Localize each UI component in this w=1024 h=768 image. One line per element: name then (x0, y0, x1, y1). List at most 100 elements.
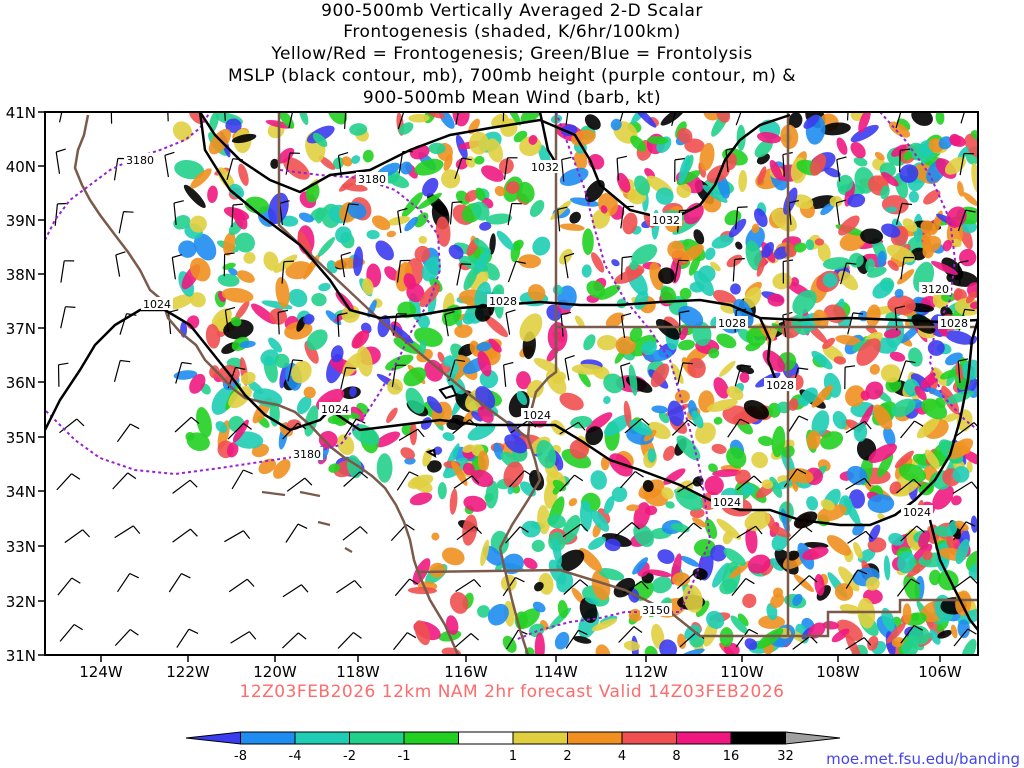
shading-cell (704, 475, 724, 496)
shading-cell (950, 624, 958, 639)
wind-barb (288, 112, 294, 129)
wind-barb (676, 573, 702, 590)
shading-cell (332, 157, 345, 170)
credit-link[interactable]: moe.met.fsu.edu/banding (826, 750, 1020, 768)
shading-cell (238, 163, 249, 186)
shading-cell (964, 133, 978, 159)
shading-cell (477, 450, 490, 472)
shading-cell (614, 268, 643, 284)
shading-cell (173, 370, 198, 380)
shading-cell (571, 363, 604, 375)
lat-tick-label: 37N (6, 320, 36, 338)
wind-barb (847, 530, 873, 544)
lon-tick-label: 116W (444, 663, 488, 681)
wind-barb (54, 202, 68, 226)
shading-cell (526, 379, 544, 399)
wind-barb (840, 262, 857, 285)
shading-cell (665, 501, 675, 509)
shading-cell (647, 136, 669, 145)
shading-cell (911, 314, 936, 334)
shading-cell (737, 613, 749, 627)
shading-cell (173, 215, 191, 230)
shading-cell (318, 430, 338, 449)
lon-tick-label: 122W (166, 663, 210, 681)
shading-cell (547, 514, 566, 529)
wind-barb (230, 631, 257, 644)
shading-cell (353, 246, 364, 277)
shading-cell (228, 386, 252, 409)
wind-barb (557, 206, 568, 232)
shading-cell (574, 315, 585, 328)
shading-cell (710, 544, 728, 562)
shading-cell (336, 434, 355, 455)
shading-cell (643, 429, 657, 442)
shading-cell (185, 432, 195, 441)
valid-time-label: 12Z03FEB2026 12km NAM 2hr forecast Valid… (239, 682, 785, 702)
shading-cell (426, 396, 443, 414)
wind-barb (846, 112, 849, 121)
shading-cell (516, 181, 535, 204)
shading-cell (716, 333, 737, 349)
shading-cell (523, 557, 538, 570)
shading-cell (857, 548, 876, 563)
height-contour-label: 3120 (921, 283, 949, 296)
shading-cell (569, 197, 600, 207)
shading-cell (494, 562, 504, 572)
height-contour-3120 (514, 112, 712, 641)
wind-barb (900, 624, 924, 644)
wind-barb (394, 578, 419, 597)
shading-cell (623, 400, 632, 428)
shading-cell (952, 466, 970, 483)
lon-tick-label: 108W (816, 663, 860, 681)
colorbar-swatch (403, 731, 459, 745)
shading-cell (471, 201, 490, 221)
shading-cell (291, 360, 312, 384)
mslp-contour-1028 (198, 112, 978, 324)
shading-cell (223, 206, 250, 221)
mslp-contour-1032 (198, 112, 791, 222)
shading-cell (519, 313, 543, 342)
shading-cell (860, 228, 884, 244)
shading-cell (581, 264, 592, 278)
shading-cell (730, 615, 748, 634)
wind-barb (286, 477, 313, 492)
shading-cell (417, 192, 442, 210)
lake-outline (438, 384, 458, 400)
shading-cell (820, 499, 835, 511)
shading-cell (505, 181, 520, 195)
shading-cell (674, 389, 690, 404)
shading-cell (391, 324, 414, 344)
wind-barb (503, 361, 514, 387)
shading-cell (845, 633, 861, 655)
wind-barb (788, 200, 799, 225)
shading-cell (189, 373, 206, 394)
shading-cell (485, 213, 513, 225)
wind-barb (223, 252, 235, 277)
wind-barb (172, 528, 198, 543)
shading-cell (454, 324, 473, 338)
shading-cell (462, 462, 475, 476)
shading-cell (836, 174, 854, 193)
california-nevada-border (277, 112, 542, 549)
shading-cell (385, 354, 414, 371)
shading-cell (521, 520, 541, 538)
shading-cell (559, 392, 584, 411)
shading-cell (886, 622, 906, 644)
shading-cell (427, 460, 442, 473)
wind-barb (624, 418, 650, 434)
shading-cell (853, 156, 868, 167)
wind-barb (118, 211, 134, 234)
shading-cell (622, 212, 638, 235)
wind-barb (835, 199, 847, 225)
wind-barb (735, 628, 759, 648)
shading-cell (773, 246, 789, 260)
shading-cell (692, 476, 704, 487)
lat-tick-label: 38N (6, 266, 36, 284)
shading-cell (969, 301, 978, 310)
shading-cell (507, 486, 514, 495)
shading-cell (894, 288, 904, 298)
shading-cell (810, 153, 827, 176)
shading-cell (351, 329, 370, 349)
wind-barb (282, 584, 309, 598)
wind-barb (456, 263, 472, 286)
